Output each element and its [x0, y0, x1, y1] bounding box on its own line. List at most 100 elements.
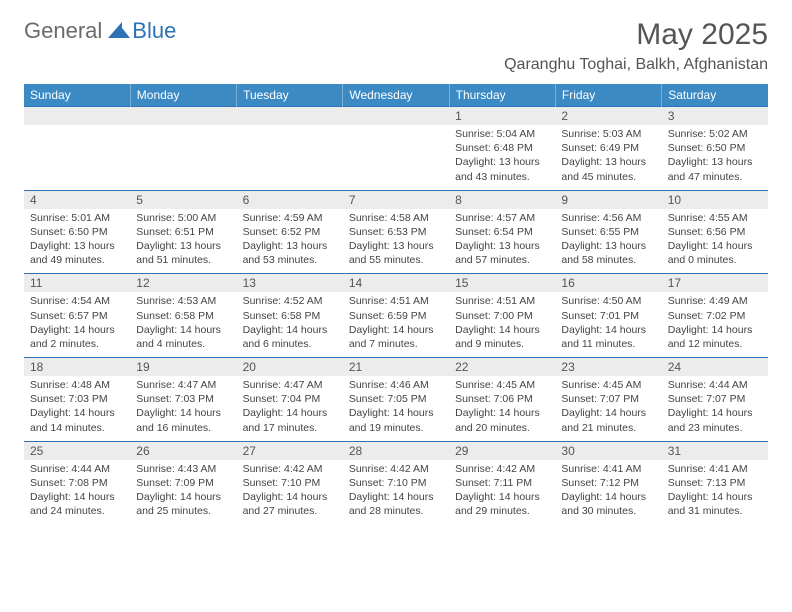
sunrise: Sunrise: 4:42 AM: [243, 462, 337, 476]
day-cell: 14Sunrise: 4:51 AMSunset: 6:59 PMDayligh…: [343, 274, 449, 358]
day-cell: 15Sunrise: 4:51 AMSunset: 7:00 PMDayligh…: [449, 274, 555, 358]
sunset: Sunset: 7:06 PM: [455, 392, 549, 406]
day-cell: 28Sunrise: 4:42 AMSunset: 7:10 PMDayligh…: [343, 441, 449, 524]
day-number: 30: [555, 442, 661, 460]
sunset: Sunset: 6:50 PM: [668, 141, 762, 155]
daylight: Daylight: 14 hours and 9 minutes.: [455, 323, 549, 351]
day-body: Sunrise: 5:02 AMSunset: 6:50 PMDaylight:…: [662, 125, 768, 190]
daylight: Daylight: 14 hours and 12 minutes.: [668, 323, 762, 351]
sunset: Sunset: 6:56 PM: [668, 225, 762, 239]
sunset: Sunset: 7:03 PM: [136, 392, 230, 406]
sunrise: Sunrise: 4:51 AM: [349, 294, 443, 308]
daylight: Daylight: 14 hours and 27 minutes.: [243, 490, 337, 518]
day-body: Sunrise: 4:51 AMSunset: 7:00 PMDaylight:…: [449, 292, 555, 357]
sunset: Sunset: 6:52 PM: [243, 225, 337, 239]
day-cell: 17Sunrise: 4:49 AMSunset: 7:02 PMDayligh…: [662, 274, 768, 358]
day-body: Sunrise: 4:45 AMSunset: 7:07 PMDaylight:…: [555, 376, 661, 441]
header: General Blue May 2025 Qaranghu Toghai, B…: [24, 18, 768, 74]
day-cell: [237, 107, 343, 191]
sunrise: Sunrise: 4:57 AM: [455, 211, 549, 225]
sunset: Sunset: 7:00 PM: [455, 309, 549, 323]
sunrise: Sunrise: 4:42 AM: [455, 462, 549, 476]
sunrise: Sunrise: 4:47 AM: [136, 378, 230, 392]
sunset: Sunset: 7:11 PM: [455, 476, 549, 490]
daylight: Daylight: 14 hours and 11 minutes.: [561, 323, 655, 351]
day-cell: 5Sunrise: 5:00 AMSunset: 6:51 PMDaylight…: [130, 190, 236, 274]
day-number: 10: [662, 191, 768, 209]
day-body: Sunrise: 4:42 AMSunset: 7:10 PMDaylight:…: [237, 460, 343, 525]
logo: General Blue: [24, 18, 176, 44]
weekday-friday: Friday: [555, 84, 661, 107]
day-cell: 7Sunrise: 4:58 AMSunset: 6:53 PMDaylight…: [343, 190, 449, 274]
day-cell: 23Sunrise: 4:45 AMSunset: 7:07 PMDayligh…: [555, 358, 661, 442]
sunrise: Sunrise: 4:55 AM: [668, 211, 762, 225]
weekday-sunday: Sunday: [24, 84, 130, 107]
day-body: [130, 125, 236, 183]
day-body: Sunrise: 4:57 AMSunset: 6:54 PMDaylight:…: [449, 209, 555, 274]
sunrise: Sunrise: 4:47 AM: [243, 378, 337, 392]
sunrise: Sunrise: 4:43 AM: [136, 462, 230, 476]
sunset: Sunset: 7:03 PM: [30, 392, 124, 406]
sunset: Sunset: 7:07 PM: [561, 392, 655, 406]
page: General Blue May 2025 Qaranghu Toghai, B…: [0, 0, 792, 524]
sunset: Sunset: 7:02 PM: [668, 309, 762, 323]
day-number: 2: [555, 107, 661, 125]
daylight: Daylight: 14 hours and 19 minutes.: [349, 406, 443, 434]
day-cell: 4Sunrise: 5:01 AMSunset: 6:50 PMDaylight…: [24, 190, 130, 274]
day-number: 8: [449, 191, 555, 209]
daylight: Daylight: 13 hours and 55 minutes.: [349, 239, 443, 267]
daylight: Daylight: 14 hours and 4 minutes.: [136, 323, 230, 351]
weekday-saturday: Saturday: [662, 84, 768, 107]
week-row: 1Sunrise: 5:04 AMSunset: 6:48 PMDaylight…: [24, 107, 768, 191]
sunset: Sunset: 6:51 PM: [136, 225, 230, 239]
day-body: Sunrise: 5:04 AMSunset: 6:48 PMDaylight:…: [449, 125, 555, 190]
sunrise: Sunrise: 4:59 AM: [243, 211, 337, 225]
daylight: Daylight: 14 hours and 17 minutes.: [243, 406, 337, 434]
day-cell: 31Sunrise: 4:41 AMSunset: 7:13 PMDayligh…: [662, 441, 768, 524]
sunrise: Sunrise: 4:44 AM: [30, 462, 124, 476]
sunset: Sunset: 7:10 PM: [349, 476, 443, 490]
daylight: Daylight: 13 hours and 58 minutes.: [561, 239, 655, 267]
day-number: 17: [662, 274, 768, 292]
sunset: Sunset: 6:59 PM: [349, 309, 443, 323]
day-cell: 11Sunrise: 4:54 AMSunset: 6:57 PMDayligh…: [24, 274, 130, 358]
title-block: May 2025 Qaranghu Toghai, Balkh, Afghani…: [504, 18, 768, 74]
weekday-header-row: Sunday Monday Tuesday Wednesday Thursday…: [24, 84, 768, 107]
day-number: [343, 107, 449, 125]
day-number: 24: [662, 358, 768, 376]
day-number: 14: [343, 274, 449, 292]
day-number: 9: [555, 191, 661, 209]
day-number: 20: [237, 358, 343, 376]
weekday-tuesday: Tuesday: [237, 84, 343, 107]
daylight: Daylight: 14 hours and 0 minutes.: [668, 239, 762, 267]
sunrise: Sunrise: 4:48 AM: [30, 378, 124, 392]
sunrise: Sunrise: 4:41 AM: [561, 462, 655, 476]
sunset: Sunset: 6:55 PM: [561, 225, 655, 239]
day-cell: 18Sunrise: 4:48 AMSunset: 7:03 PMDayligh…: [24, 358, 130, 442]
daylight: Daylight: 13 hours and 53 minutes.: [243, 239, 337, 267]
day-number: 27: [237, 442, 343, 460]
day-number: 15: [449, 274, 555, 292]
day-cell: 24Sunrise: 4:44 AMSunset: 7:07 PMDayligh…: [662, 358, 768, 442]
day-body: Sunrise: 4:58 AMSunset: 6:53 PMDaylight:…: [343, 209, 449, 274]
location: Qaranghu Toghai, Balkh, Afghanistan: [504, 56, 768, 74]
day-number: 5: [130, 191, 236, 209]
weekday-monday: Monday: [130, 84, 236, 107]
day-number: 23: [555, 358, 661, 376]
day-number: 28: [343, 442, 449, 460]
day-number: 13: [237, 274, 343, 292]
day-cell: [130, 107, 236, 191]
day-number: 26: [130, 442, 236, 460]
day-body: Sunrise: 4:53 AMSunset: 6:58 PMDaylight:…: [130, 292, 236, 357]
daylight: Daylight: 14 hours and 20 minutes.: [455, 406, 549, 434]
weekday-thursday: Thursday: [449, 84, 555, 107]
week-row: 11Sunrise: 4:54 AMSunset: 6:57 PMDayligh…: [24, 274, 768, 358]
daylight: Daylight: 14 hours and 23 minutes.: [668, 406, 762, 434]
day-cell: 21Sunrise: 4:46 AMSunset: 7:05 PMDayligh…: [343, 358, 449, 442]
logo-text-general: General: [24, 18, 102, 44]
day-body: Sunrise: 5:00 AMSunset: 6:51 PMDaylight:…: [130, 209, 236, 274]
week-row: 4Sunrise: 5:01 AMSunset: 6:50 PMDaylight…: [24, 190, 768, 274]
day-cell: 1Sunrise: 5:04 AMSunset: 6:48 PMDaylight…: [449, 107, 555, 191]
day-number: 11: [24, 274, 130, 292]
sunset: Sunset: 6:57 PM: [30, 309, 124, 323]
